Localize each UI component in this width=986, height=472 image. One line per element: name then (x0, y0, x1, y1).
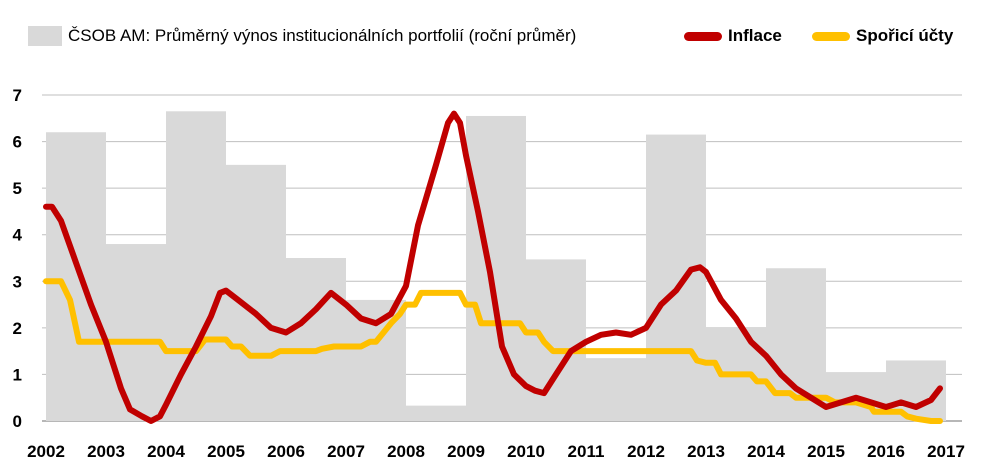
x-tick-2013: 2013 (687, 442, 725, 461)
x-tick-2015: 2015 (807, 442, 845, 461)
bar-2011 (586, 358, 646, 421)
y-tick-2: 2 (13, 319, 22, 338)
x-axis-ticks: 2002 2003 2004 2005 2006 2007 2008 2009 2010 2011… (27, 442, 965, 461)
y-tick-6: 6 (13, 133, 22, 152)
x-tick-2006: 2006 (267, 442, 305, 461)
line-series (43, 110, 943, 424)
inflation-line (43, 110, 943, 424)
legend-swatch-inflation (684, 31, 722, 41)
legend-label-savings: Spořicí účty (856, 26, 954, 45)
legend-item-savings: Spořicí účty (812, 26, 953, 46)
x-tick-2012: 2012 (627, 442, 665, 461)
y-tick-5: 5 (13, 179, 22, 198)
bar-2004 (166, 111, 226, 422)
x-tick-2005: 2005 (207, 442, 245, 461)
y-tick-0: 0 (13, 412, 22, 431)
bar-2012 (646, 134, 706, 422)
x-tick-2002: 2002 (27, 442, 65, 461)
bar-2006 (286, 258, 346, 421)
legend-label-bars: ČSOB AM: Průměrný výnos institucionálníc… (68, 26, 577, 45)
y-tick-4: 4 (13, 226, 23, 245)
x-tick-2009: 2009 (447, 442, 485, 461)
y-tick-7: 7 (13, 86, 22, 105)
x-tick-2011: 2011 (568, 442, 605, 461)
bar-2010 (526, 259, 586, 421)
y-tick-1: 1 (13, 365, 22, 384)
bar-2003 (106, 244, 166, 421)
x-tick-2007: 2007 (327, 442, 365, 461)
y-axis-ticks: 0 1 2 3 4 5 6 7 (13, 86, 23, 431)
x-tick-2017: 2017 (927, 442, 965, 461)
bar-2005 (226, 164, 286, 421)
bar-2008 (406, 405, 466, 421)
bar-2002 (46, 132, 106, 421)
x-tick-2016: 2016 (867, 442, 905, 461)
legend-swatch-savings (812, 31, 850, 41)
x-tick-2003: 2003 (87, 442, 125, 461)
x-tick-2004: 2004 (147, 442, 185, 461)
legend-item-inflation: Inflace (684, 26, 782, 46)
x-tick-2010: 2010 (507, 442, 545, 461)
bar-2009 (466, 115, 526, 421)
x-tick-2008: 2008 (387, 442, 425, 461)
chart-legend: ČSOB AM: Průměrný výnos institucionálníc… (0, 26, 986, 56)
legend-item-bars: ČSOB AM: Průměrný výnos institucionálníc… (28, 26, 576, 46)
x-tick-2014: 2014 (747, 442, 785, 461)
legend-label-inflation: Inflace (728, 26, 782, 45)
legend-swatch-bars (28, 26, 62, 46)
y-tick-3: 3 (13, 272, 22, 291)
